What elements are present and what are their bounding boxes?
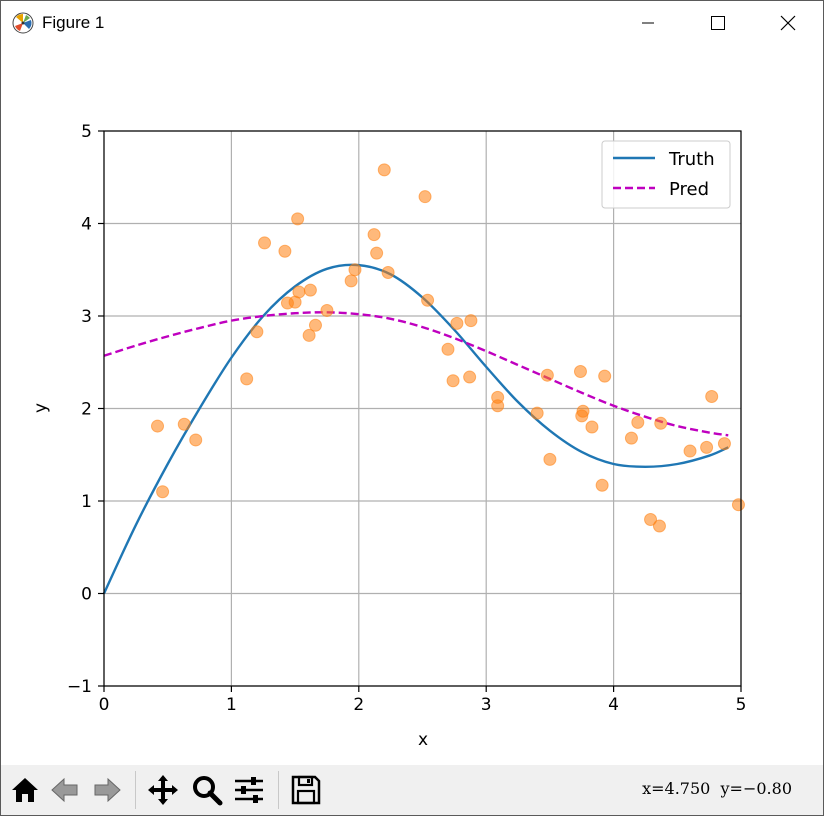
data-point — [543, 452, 557, 466]
minimize-button[interactable] — [613, 1, 683, 45]
configure-subplots-button[interactable] — [230, 771, 268, 809]
y-tick-label: 1 — [81, 492, 92, 512]
data-point — [303, 283, 317, 297]
data-point — [348, 263, 362, 277]
data-point — [177, 417, 191, 431]
data-point — [576, 404, 590, 418]
pan-icon — [148, 775, 178, 805]
home-icon — [12, 778, 38, 802]
y-tick-label: 0 — [81, 585, 92, 605]
maximize-button[interactable] — [683, 1, 753, 45]
data-point — [644, 513, 658, 526]
legend-truth-label: Truth — [668, 149, 715, 170]
data-point — [320, 303, 334, 317]
series-line-truth — [102, 263, 729, 595]
toolbar-separator — [135, 771, 136, 809]
close-button[interactable] — [753, 1, 823, 45]
zoom-icon — [193, 776, 223, 806]
maximize-icon — [711, 16, 725, 30]
data-point — [585, 420, 599, 434]
close-icon — [780, 15, 796, 31]
data-point — [598, 369, 612, 383]
data-point — [624, 431, 638, 445]
data-point — [652, 519, 666, 533]
data-point — [450, 316, 464, 330]
y-tick-label: 5 — [81, 122, 92, 142]
data-point — [631, 415, 645, 429]
y-tick-label: 4 — [81, 215, 92, 235]
data-point — [441, 342, 455, 356]
x-tick-label: 1 — [226, 695, 237, 715]
x-tick-label: 4 — [608, 695, 619, 715]
zoom-button[interactable] — [188, 771, 226, 809]
x-tick-label: 5 — [736, 695, 747, 715]
data-point — [367, 228, 381, 242]
figure-canvas[interactable]: 0 1 2 3 4 5 −1 0 1 2 3 4 5 x y Truth Pred — [0, 45, 824, 763]
data-point — [278, 244, 292, 258]
data-point — [344, 274, 358, 288]
window-title: Figure 1 — [42, 13, 105, 32]
forward-icon — [94, 777, 121, 803]
data-point — [463, 370, 477, 384]
data-point — [189, 433, 203, 447]
data-point — [308, 318, 322, 332]
data-point — [240, 372, 254, 386]
data-point — [292, 285, 306, 299]
data-point — [370, 246, 384, 260]
x-axis-label: x — [418, 730, 428, 750]
data-point — [530, 406, 544, 420]
data-point — [258, 236, 272, 250]
data-point — [381, 266, 395, 280]
toolbar-separator — [278, 771, 279, 809]
legend-pred-label: Pred — [669, 179, 709, 200]
data-point — [446, 374, 460, 388]
title-bar: Figure 1 — [1, 1, 823, 45]
y-tick-label: −1 — [67, 677, 92, 697]
data-point — [302, 328, 316, 342]
navigation-toolbar: x=4.750 y=−0.80 — [1, 765, 823, 815]
data-point — [595, 478, 609, 492]
data-point — [156, 485, 170, 499]
data-point — [731, 498, 745, 512]
cursor-coordinates: x=4.750 y=−0.80 — [642, 779, 792, 798]
data-point — [683, 444, 697, 458]
plot-series — [102, 163, 745, 595]
data-point — [654, 416, 668, 430]
data-point — [291, 212, 305, 226]
data-point — [491, 390, 505, 404]
legend: Truth Pred — [601, 140, 731, 209]
y-axis-label: y — [31, 403, 51, 413]
data-point — [250, 325, 264, 339]
minimize-icon — [642, 22, 654, 24]
data-point — [418, 190, 432, 204]
x-tick-label: 2 — [353, 695, 364, 715]
data-point — [573, 365, 587, 378]
data-point — [540, 368, 554, 382]
save-button[interactable] — [287, 771, 325, 809]
x-tick-label: 3 — [481, 695, 492, 715]
matplotlib-logo-icon — [12, 12, 34, 34]
data-point — [377, 163, 391, 177]
back-button[interactable] — [46, 771, 84, 809]
series-line-pred — [103, 311, 729, 437]
x-tick-label: 0 — [99, 695, 110, 715]
save-icon — [291, 775, 321, 805]
pan-button[interactable] — [144, 771, 182, 809]
data-point — [705, 389, 719, 403]
y-tick-label: 2 — [81, 400, 92, 420]
data-point — [717, 437, 731, 451]
forward-button[interactable] — [88, 771, 126, 809]
home-button[interactable] — [6, 771, 44, 809]
data-point — [421, 293, 435, 307]
back-icon — [51, 777, 78, 803]
data-point — [464, 314, 478, 328]
data-point — [700, 440, 714, 454]
data-point — [151, 419, 165, 433]
y-tick-label: 3 — [81, 307, 92, 327]
configure-subplots-icon — [235, 777, 263, 803]
axis-ticks: 0 1 2 3 4 5 −1 0 1 2 3 4 5 — [67, 122, 746, 715]
